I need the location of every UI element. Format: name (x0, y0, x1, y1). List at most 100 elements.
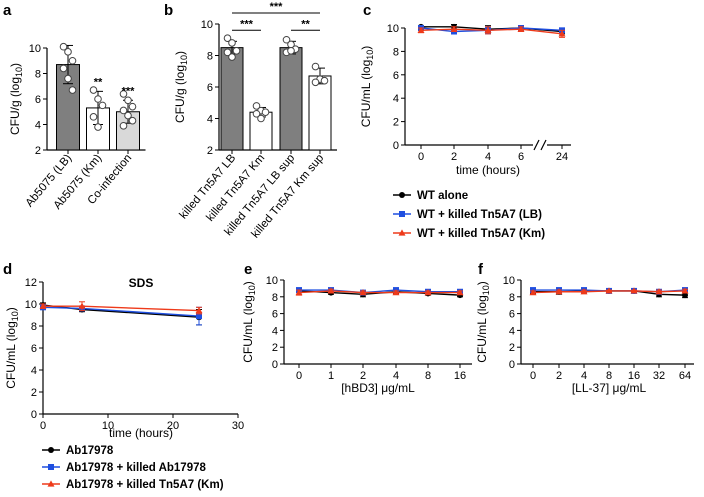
x-axis-label-c: time (hours) (456, 163, 520, 177)
legend-label: WT + killed Tn5A7 (Km) (417, 228, 545, 240)
series-line (298, 290, 460, 294)
y-tick-label: 0 (509, 359, 515, 371)
bar (308, 75, 332, 151)
x-tick-label: 0 (40, 420, 46, 432)
x-tick-label: 1 (328, 370, 334, 382)
y-tick-label: 8 (35, 69, 41, 81)
axis-break-mark (533, 139, 540, 151)
data-point (295, 289, 303, 296)
bar (220, 47, 244, 151)
y-tick-label: 6 (272, 309, 278, 321)
y-tick-label: 12 (25, 277, 37, 289)
data-point (392, 289, 400, 296)
y-tick-label: 4 (272, 325, 278, 337)
y-tick-label: 8 (31, 321, 37, 333)
data-point (89, 113, 98, 121)
x-axis-label-e: [hBD3] μg/mL (341, 381, 415, 395)
panel-letter-c: c (363, 2, 371, 19)
data-point (94, 123, 102, 131)
data-point (228, 39, 236, 47)
y-tick-label: 4 (31, 365, 37, 377)
data-point (64, 48, 72, 56)
series-line (420, 28, 522, 32)
significance-label: ** (301, 18, 310, 30)
data-point (223, 34, 232, 42)
y-axis-label-b-group: CFU/g (log10) (173, 51, 189, 123)
y-tick-label: 4 (509, 325, 515, 337)
data-point (223, 48, 232, 57)
y-tick-label: 2 (207, 145, 213, 157)
y-tick-label: 10 (266, 275, 278, 287)
x-tick-label: 8 (425, 370, 431, 382)
x-tick-label: 0 (296, 370, 302, 382)
y-tick-label: 10 (201, 19, 213, 31)
x-tick-label: 2 (451, 151, 457, 163)
x-tick-label: 8 (606, 370, 612, 382)
data-point (64, 74, 72, 83)
data-point (124, 96, 132, 105)
data-point (311, 62, 320, 71)
data-point (124, 111, 132, 120)
y-tick-label: 8 (207, 51, 213, 63)
y-tick-label: 0 (393, 140, 399, 152)
data-point (128, 102, 137, 111)
panel-letter-a: a (3, 2, 12, 19)
legend-marker (399, 192, 405, 198)
data-point (257, 114, 265, 123)
data-point (580, 288, 588, 295)
y-tick-label: 4 (393, 93, 399, 105)
y-tick-label: 8 (393, 46, 399, 58)
data-point (282, 35, 291, 44)
panel-title-d: SDS (129, 276, 154, 290)
y-tick-label: 0 (31, 409, 37, 421)
panel-letter-d: d (3, 261, 12, 278)
data-point (450, 25, 458, 32)
x-tick-label: 16 (454, 370, 466, 382)
y-tick-label: 2 (509, 342, 515, 354)
x-axis-label-f: [LL-37] μg/mL (572, 381, 647, 395)
series-line (520, 28, 563, 35)
y-tick-label: 6 (35, 94, 41, 106)
legend-marker (48, 464, 54, 470)
y-tick-label: 4 (35, 120, 41, 132)
data-point (558, 30, 566, 37)
data-point (68, 56, 77, 65)
significance-label: ** (94, 76, 103, 88)
data-point (128, 116, 137, 125)
x-tick-label: 4 (485, 151, 491, 163)
data-point (287, 46, 295, 55)
x-tick-label: 64 (679, 370, 691, 382)
x-tick-label: 0 (530, 370, 536, 382)
y-axis-label-b: CFU/g (log10) (173, 51, 189, 123)
x-axis-label-d: time (hours) (109, 426, 173, 440)
x-tick-label: 32 (653, 370, 665, 382)
data-point (39, 302, 47, 309)
y-tick-label: 2 (272, 342, 278, 354)
data-point (68, 86, 77, 94)
data-point (359, 289, 367, 296)
y-axis-label-c: CFU/mL (log10) (359, 46, 375, 128)
x-tick-label: 20 (167, 420, 179, 432)
y-tick-label: 6 (509, 309, 515, 321)
legend-label: Ab17978 + killed Tn5A7 (Km) (66, 479, 224, 491)
y-tick-label: 2 (35, 145, 41, 157)
y-tick-label: 10 (503, 275, 515, 287)
data-point (89, 86, 98, 94)
data-point (417, 26, 425, 33)
data-point (195, 307, 203, 314)
x-tick-label: 24 (556, 151, 568, 163)
data-point (529, 289, 537, 296)
data-point (232, 46, 241, 55)
bar (279, 47, 303, 151)
y-axis-label-c-group: CFU/mL (log10) (359, 46, 375, 128)
panel-letter-e: e (244, 261, 252, 278)
data-point (605, 287, 613, 294)
y-tick-label: 10 (25, 299, 37, 311)
x-tick-label: 4 (581, 370, 587, 382)
data-point (484, 26, 492, 33)
data-point (252, 109, 261, 118)
data-point (311, 78, 320, 87)
data-point (655, 288, 663, 295)
data-point (59, 64, 68, 73)
